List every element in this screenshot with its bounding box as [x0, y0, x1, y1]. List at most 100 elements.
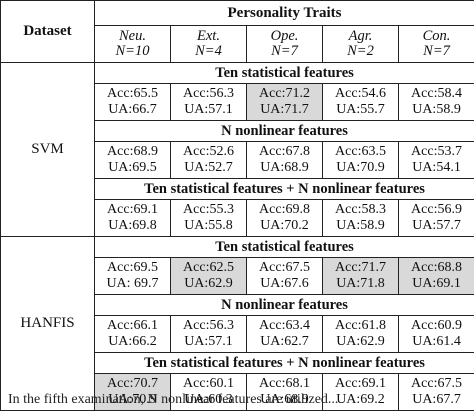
accuracy-value: Acc:66.1 — [95, 318, 170, 334]
accuracy-value: Acc:56.9 — [399, 202, 474, 218]
trait-name: Ext. — [171, 29, 246, 44]
accuracy-value: Acc:65.5 — [95, 86, 170, 102]
ua-value: UA:69.5 — [95, 160, 170, 176]
ua-value: UA:71.8 — [323, 276, 398, 292]
ua-value: UA:57.7 — [399, 218, 474, 234]
section-title: Ten statistical features + N nonlinear f… — [95, 179, 474, 200]
accuracy-value: Acc:67.5 — [399, 376, 474, 392]
trait-header-2: Ope.N=7 — [247, 26, 323, 63]
ua-value: UA:58.9 — [399, 102, 474, 118]
accuracy-value: Acc:68.9 — [95, 144, 170, 160]
trait-n: N=4 — [171, 44, 246, 59]
ua-value: UA:57.1 — [171, 102, 246, 118]
trait-n: N=2 — [323, 44, 398, 59]
ua-value: UA:62.9 — [323, 334, 398, 350]
trait-header-3: Agr.N=2 — [323, 26, 399, 63]
accuracy-value: Acc:56.3 — [171, 86, 246, 102]
ua-value: UA:66.2 — [95, 334, 170, 350]
ua-value: UA:68.9 — [247, 160, 322, 176]
ua-value: UA:62.9 — [171, 276, 246, 292]
dataset-label: HANFIS — [1, 237, 95, 411]
header-row: Dataset Personality Traits — [1, 1, 474, 26]
accuracy-value: Acc:63.4 — [247, 318, 322, 334]
trait-name: Con. — [399, 29, 474, 44]
personality-traits-header: Personality Traits — [95, 1, 474, 26]
ua-value: UA:61.4 — [399, 334, 474, 350]
ua-value: UA:58.9 — [323, 218, 398, 234]
accuracy-value: Acc:55.3 — [171, 202, 246, 218]
ua-value: UA:54.1 — [399, 160, 474, 176]
accuracy-value: Acc:67.8 — [247, 144, 322, 160]
trait-n: N=10 — [95, 44, 170, 59]
accuracy-value: Acc:71.7 — [323, 260, 398, 276]
ua-value: UA:70.2 — [247, 218, 322, 234]
accuracy-value: Acc:67.5 — [247, 260, 322, 276]
accuracy-value: Acc:60.9 — [399, 318, 474, 334]
section-title: Ten statistical features — [95, 63, 474, 84]
accuracy-value: Acc:71.2 — [247, 86, 322, 102]
accuracy-value: Acc:69.5 — [95, 260, 170, 276]
section-title: Ten statistical features — [95, 237, 474, 258]
accuracy-value: Acc:62.5 — [171, 260, 246, 276]
ua-value: UA:57.1 — [171, 334, 246, 350]
accuracy-value: Acc:63.5 — [323, 144, 398, 160]
accuracy-value: Acc:69.8 — [247, 202, 322, 218]
dataset-label: SVM — [1, 63, 95, 237]
ua-value: UA:70.9 — [323, 160, 398, 176]
trait-header-1: Ext.N=4 — [171, 26, 247, 63]
section-title: N nonlinear features — [95, 121, 474, 142]
section-title: Ten statistical features + N nonlinear f… — [95, 353, 474, 374]
trait-header-0: Neu.N=10 — [95, 26, 171, 63]
accuracy-value: Acc:68.8 — [399, 260, 474, 276]
trait-name: Agr. — [323, 29, 398, 44]
accuracy-value: Acc:52.6 — [171, 144, 246, 160]
trait-name: Neu. — [95, 29, 170, 44]
accuracy-value: Acc:69.1 — [323, 376, 398, 392]
ua-value: UA:52.7 — [171, 160, 246, 176]
trait-name: Ope. — [247, 29, 322, 44]
trait-header-4: Con.N=7 — [399, 26, 474, 63]
trait-n: N=7 — [399, 44, 474, 59]
dataset-header: Dataset — [1, 1, 95, 63]
trait-n: N=7 — [247, 44, 322, 59]
accuracy-value: Acc:70.7 — [95, 376, 170, 392]
ua-value: UA:71.7 — [247, 102, 322, 118]
accuracy-value: Acc:58.3 — [323, 202, 398, 218]
ua-value: UA:69.8 — [95, 218, 170, 234]
ua-value: UA: 69.7 — [95, 276, 170, 292]
accuracy-value: Acc:60.1 — [171, 376, 246, 392]
accuracy-value: Acc:61.8 — [323, 318, 398, 334]
ua-value: UA:62.7 — [247, 334, 322, 350]
section-title: N nonlinear features — [95, 295, 474, 316]
ua-value: UA:55.7 — [323, 102, 398, 118]
accuracy-value: Acc:69.1 — [95, 202, 170, 218]
accuracy-value: Acc:56.3 — [171, 318, 246, 334]
ua-value: UA:67.6 — [247, 276, 322, 292]
accuracy-value: Acc:68.1 — [247, 376, 322, 392]
